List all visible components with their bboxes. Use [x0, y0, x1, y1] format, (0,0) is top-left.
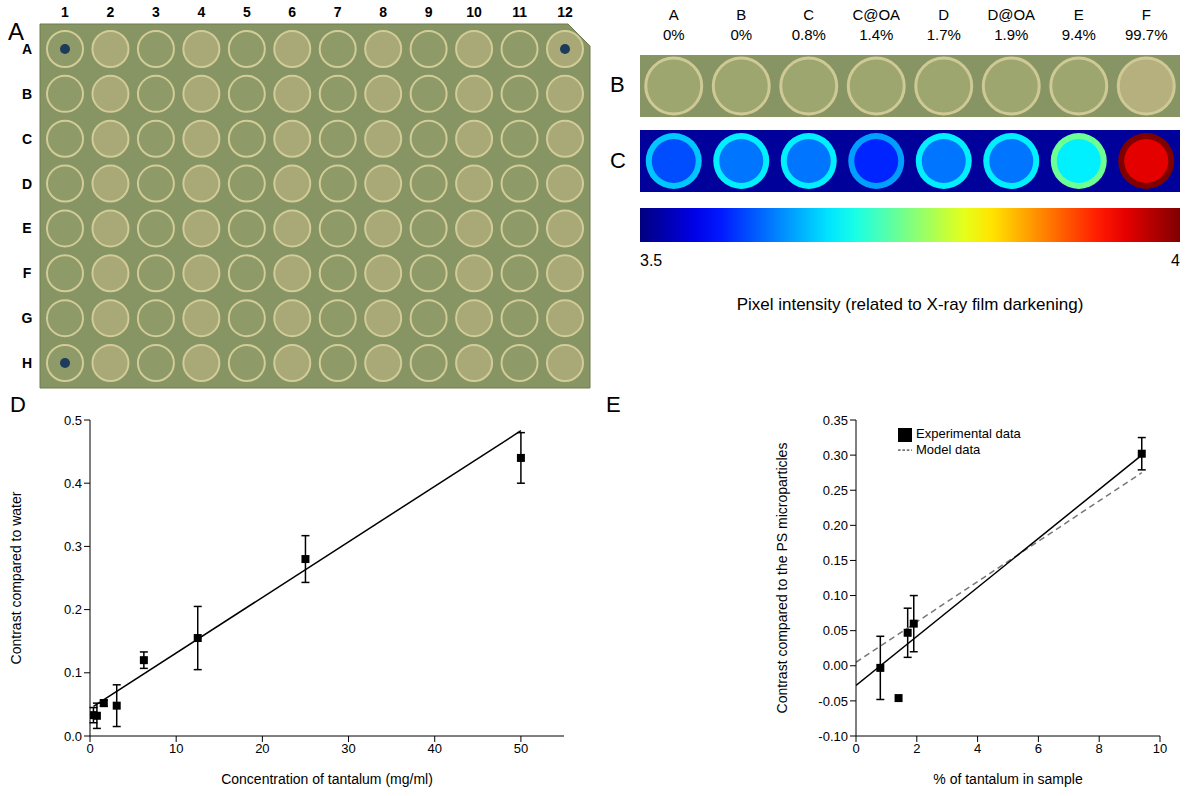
svg-text:G: G: [22, 310, 33, 326]
svg-text:2: 2: [913, 741, 920, 756]
svg-text:F: F: [1142, 6, 1151, 23]
svg-text:A: A: [669, 6, 679, 23]
svg-text:E: E: [22, 220, 31, 236]
svg-text:0.8%: 0.8%: [792, 26, 826, 43]
svg-text:D: D: [938, 6, 949, 23]
svg-text:-0.05: -0.05: [818, 694, 848, 709]
svg-text:99.7%: 99.7%: [1125, 26, 1168, 43]
svg-text:0.35: 0.35: [823, 413, 848, 428]
svg-text:1.7%: 1.7%: [927, 26, 961, 43]
svg-text:0.05: 0.05: [823, 623, 848, 638]
svg-text:Concentration of tantalum (mg/: Concentration of tantalum (mg/ml): [221, 771, 433, 787]
html-text:E: E: [606, 392, 621, 417]
svg-text:D@OA: D@OA: [987, 6, 1035, 23]
svg-text:8: 8: [379, 4, 387, 20]
svg-text:0.3: 0.3: [64, 539, 82, 554]
svg-text:4: 4: [197, 4, 205, 20]
svg-text:B: B: [736, 6, 746, 23]
svg-text:8: 8: [1096, 741, 1103, 756]
svg-text:H: H: [22, 355, 32, 371]
svg-text:0.20: 0.20: [823, 518, 848, 533]
svg-text:Contrast compared to water: Contrast compared to water: [8, 491, 24, 664]
svg-text:0: 0: [852, 741, 859, 756]
svg-text:10: 10: [169, 741, 183, 756]
svg-text:0.1: 0.1: [64, 665, 82, 680]
svg-text:30: 30: [341, 741, 355, 756]
svg-text:0.2: 0.2: [64, 602, 82, 617]
svg-text:0.5: 0.5: [64, 413, 82, 428]
html-text:D: D: [10, 392, 26, 417]
svg-text:A: A: [8, 18, 24, 45]
svg-text:1.9%: 1.9%: [994, 26, 1028, 43]
svg-text:40: 40: [427, 741, 441, 756]
html-text:Model data: Model data: [916, 441, 981, 457]
svg-text:12: 12: [557, 4, 573, 20]
svg-text:20: 20: [255, 741, 269, 756]
svg-text:0.30: 0.30: [823, 448, 848, 463]
svg-text:4: 4: [974, 741, 981, 756]
svg-text:Pixel intensity (related to X-: Pixel intensity (related to X-ray film d…: [737, 295, 1084, 314]
svg-text:9.4%: 9.4%: [1062, 26, 1096, 43]
svg-text:4: 4: [1171, 252, 1180, 269]
svg-text:0.4: 0.4: [64, 476, 82, 491]
svg-text:9: 9: [425, 4, 433, 20]
svg-text:0%: 0%: [663, 26, 685, 43]
svg-text:0: 0: [86, 741, 93, 756]
svg-text:E: E: [1074, 6, 1084, 23]
svg-text:A: A: [22, 41, 32, 57]
svg-text:10: 10: [1153, 741, 1167, 756]
svg-text:0.00: 0.00: [823, 658, 848, 673]
svg-text:B: B: [22, 86, 32, 102]
svg-text:2: 2: [107, 4, 115, 20]
svg-text:0.0: 0.0: [64, 729, 82, 744]
svg-text:-0.10: -0.10: [818, 729, 848, 744]
svg-text:0.25: 0.25: [823, 483, 848, 498]
svg-text:6: 6: [288, 4, 296, 20]
svg-text:C: C: [803, 6, 814, 23]
svg-text:10: 10: [466, 4, 482, 20]
svg-text:3: 3: [152, 4, 160, 20]
svg-text:50: 50: [514, 741, 528, 756]
svg-text:F: F: [23, 265, 32, 281]
svg-text:B: B: [610, 72, 625, 97]
html-text:Experimental data: Experimental data: [916, 426, 1021, 441]
svg-text:C: C: [22, 131, 32, 147]
svg-text:C@OA: C@OA: [852, 6, 900, 23]
svg-text:0%: 0%: [730, 26, 752, 43]
svg-text:0.10: 0.10: [823, 588, 848, 603]
svg-text:3.5: 3.5: [640, 252, 662, 269]
svg-text:11: 11: [512, 4, 527, 20]
svg-text:5: 5: [243, 4, 251, 20]
svg-text:0.15: 0.15: [823, 553, 848, 568]
svg-text:1.4%: 1.4%: [859, 26, 893, 43]
svg-text:1: 1: [61, 4, 69, 20]
svg-text:% of tantalum in sample: % of tantalum in sample: [933, 771, 1083, 787]
svg-text:Contrast compared to the PS mi: Contrast compared to the PS microparticl…: [774, 443, 790, 714]
svg-text:7: 7: [334, 4, 342, 20]
svg-text:D: D: [22, 176, 32, 192]
svg-text:6: 6: [1035, 741, 1042, 756]
svg-text:C: C: [610, 148, 626, 173]
